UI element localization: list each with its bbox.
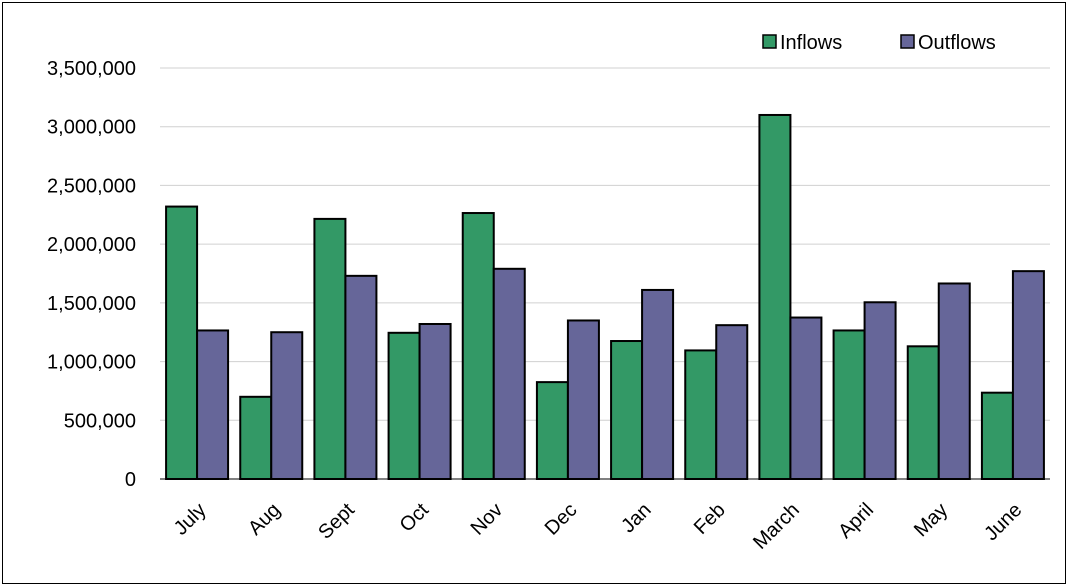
bars (165, 113, 1045, 481)
x-tick-label: Sept (314, 499, 359, 544)
bar-inflows-aug (239, 395, 273, 480)
legend: Inflows Outflows (762, 32, 996, 54)
bar-inflows-feb (684, 349, 718, 480)
x-tick-label: March (749, 499, 804, 554)
bar-outflows-june (1011, 270, 1045, 480)
y-tick-label: 1,000,000 (47, 352, 136, 374)
bar-inflows-jan (610, 340, 644, 480)
legend-swatch-inflows (762, 34, 777, 49)
y-tick-label: 3,500,000 (47, 58, 136, 80)
bar-outflows-april (863, 301, 897, 480)
bar-inflows-may (906, 345, 940, 481)
bar-outflows-dec (566, 319, 600, 480)
x-tick-label: Feb (690, 499, 730, 539)
y-tick-label: 1,500,000 (47, 293, 136, 315)
y-tick-label: 3,000,000 (47, 117, 136, 139)
bar-inflows-april (832, 329, 866, 480)
bar-inflows-sept (313, 217, 347, 480)
bar-outflows-july (196, 329, 230, 480)
x-tick-label: May (910, 499, 952, 541)
x-tick-label: July (170, 499, 211, 540)
x-tick-label: Aug (244, 499, 285, 540)
y-tick-label: 0 (125, 469, 136, 491)
bar-inflows-oct (387, 331, 421, 480)
y-tick-label: 2,000,000 (47, 234, 136, 256)
bar-inflows-july (165, 205, 199, 481)
bar-outflows-sept (344, 274, 378, 480)
bar-outflows-nov (492, 267, 526, 480)
bar-outflows-may (937, 282, 971, 480)
x-tick-label: Jan (617, 499, 655, 537)
x-axis: July Aug Sept Oct Nov Dec Jan Feb March April May J… (170, 499, 1027, 554)
x-tick-label: Dec (541, 499, 582, 540)
legend-label-inflows: Inflows (780, 32, 842, 54)
bar-outflows-jan (641, 288, 675, 480)
bar-outflows-feb (715, 324, 749, 480)
y-axis: 0 500,000 1,000,000 1,500,000 2,000,000 2,500… (47, 58, 136, 491)
bar-outflows-oct (418, 322, 452, 480)
bar-chart: 0 500,000 1,000,000 1,500,000 2,000,000 2,500… (47, 32, 1050, 554)
x-tick-label: June (980, 499, 1026, 545)
x-tick-label: Oct (396, 499, 434, 537)
legend-label-outflows: Outflows (918, 32, 996, 54)
legend-swatch-outflows (900, 34, 915, 49)
bar-outflows-aug (270, 331, 304, 481)
y-tick-label: 500,000 (64, 410, 136, 432)
bar-inflows-march (758, 113, 792, 480)
x-tick-label: Nov (467, 499, 508, 540)
gridlines (160, 67, 1050, 480)
bar-inflows-dec (535, 381, 569, 480)
bar-inflows-nov (461, 212, 495, 480)
x-tick-label: April (834, 499, 878, 543)
bar-outflows-march (789, 316, 823, 480)
bar-inflows-june (980, 391, 1014, 480)
y-tick-label: 2,500,000 (47, 175, 136, 197)
